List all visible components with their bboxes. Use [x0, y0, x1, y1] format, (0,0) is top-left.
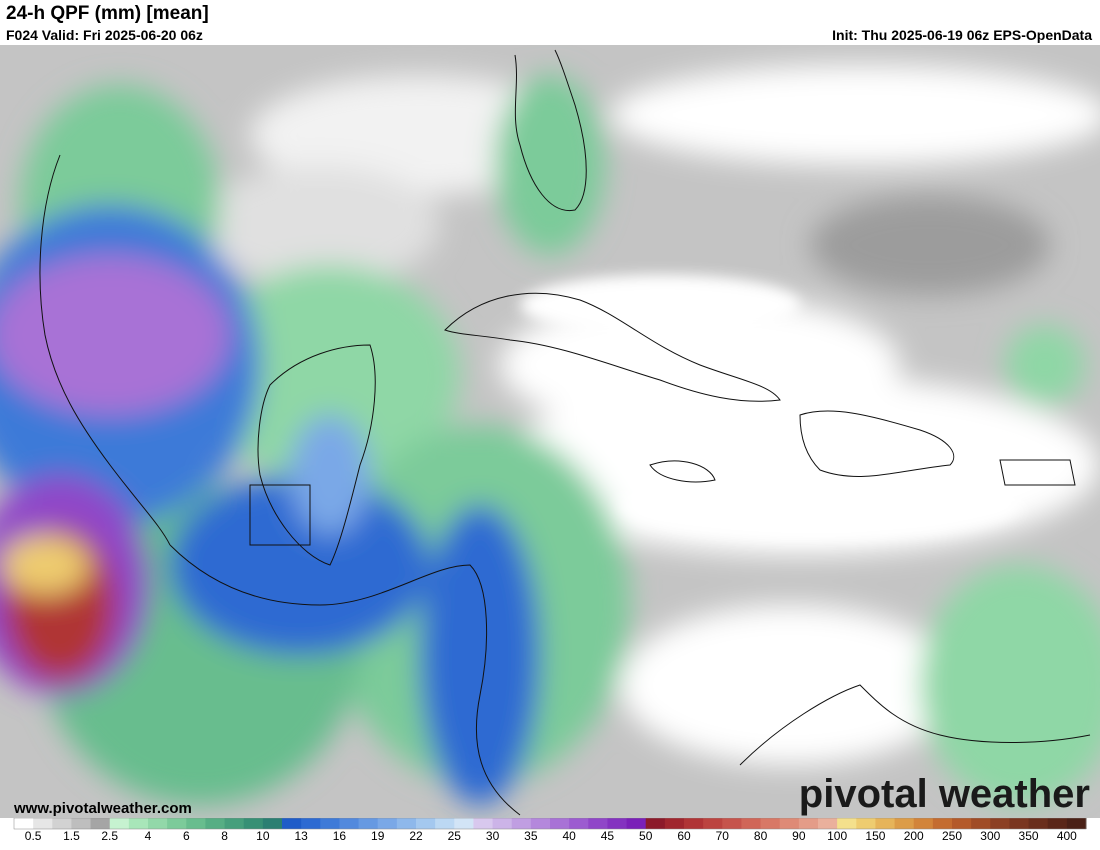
colorbar-swatch — [71, 818, 92, 829]
colorbar-swatch — [358, 818, 379, 829]
colorbar-label: 100 — [827, 829, 847, 843]
colorbar-swatch — [913, 818, 934, 829]
colorbar-label: 13 — [294, 829, 308, 843]
colorbar-label: 2.5 — [101, 829, 118, 843]
colorbar-swatch — [301, 818, 321, 829]
colorbar-label: 60 — [677, 829, 691, 843]
colorbar-swatch — [52, 818, 72, 829]
colorbar-label: 0.5 — [25, 829, 42, 843]
colorbar-label: 19 — [371, 829, 385, 843]
colorbar-swatch — [90, 818, 111, 829]
colorbar-swatch — [971, 818, 991, 829]
colorbar-swatch — [205, 818, 226, 829]
colorbar-swatch — [148, 818, 168, 829]
init-time: Init: Thu 2025-06-19 06z EPS-OpenData — [832, 27, 1092, 43]
colorbar-swatch — [875, 818, 896, 829]
colorbar-swatch — [664, 818, 685, 829]
colorbar-label: 10 — [256, 829, 270, 843]
colorbar-swatch — [416, 818, 436, 829]
colorbar-swatch — [243, 818, 264, 829]
colorbar-swatch — [454, 818, 474, 829]
colorbar-swatch — [741, 818, 762, 829]
colorbar-swatch — [320, 818, 340, 829]
colorbar-swatch — [473, 818, 494, 829]
colorbar-label: 70 — [716, 829, 730, 843]
colorbar-label: 35 — [524, 829, 538, 843]
colorbar-label: 250 — [942, 829, 962, 843]
colorbar-swatch — [109, 818, 130, 829]
colorbar-label: 350 — [1019, 829, 1039, 843]
colorbar-label: 22 — [409, 829, 423, 843]
colorbar-label: 4 — [145, 829, 152, 843]
colorbar-swatch — [932, 818, 953, 829]
colorbar: 0.5 1.5 2.5 4 6 8 10 13 16 19 22 25 30 35 40 45 50 60 70 80… — [13, 818, 1087, 843]
colorbar-swatch — [1009, 818, 1030, 829]
map-title: 24-h QPF (mm) [mean] — [6, 3, 209, 24]
colorbar-swatch — [128, 818, 149, 829]
colorbar-swatch — [818, 818, 838, 829]
colorbar-label: 16 — [333, 829, 347, 843]
colorbar-swatch — [435, 818, 455, 829]
colorbar-swatch — [1047, 818, 1068, 829]
colorbar-label: 25 — [448, 829, 462, 843]
colorbar-frame — [13, 818, 1087, 830]
colorbar-swatch — [1066, 818, 1087, 829]
colorbar-swatch — [779, 818, 800, 829]
colorbar-swatch — [282, 818, 302, 829]
colorbar-label: 6 — [183, 829, 190, 843]
colorbar-swatch — [530, 818, 551, 829]
site-url: www.pivotalweather.com — [13, 800, 192, 817]
colorbar-swatch — [607, 818, 628, 829]
colorbar-label: 30 — [486, 829, 500, 843]
colorbar-swatch — [339, 818, 360, 829]
colorbar-swatch — [511, 818, 532, 829]
colorbar-label: 1.5 — [63, 829, 80, 843]
colorbar-swatch — [990, 818, 1010, 829]
colorbar-label: 40 — [562, 829, 576, 843]
colorbar-label: 50 — [639, 829, 653, 843]
colorbar-swatch — [837, 818, 857, 829]
valid-time: F024 Valid: Fri 2025-06-20 06z — [6, 27, 203, 43]
colorbar-swatch — [1028, 818, 1049, 829]
colorbar-swatch — [396, 818, 417, 829]
colorbar-label: 80 — [754, 829, 768, 843]
colorbar-swatch — [167, 818, 187, 829]
colorbar-swatch — [224, 818, 245, 829]
colorbar-swatch — [703, 818, 723, 829]
colorbar-swatch — [588, 818, 608, 829]
colorbar-label: 400 — [1057, 829, 1077, 843]
colorbar-swatch — [645, 818, 666, 829]
colorbar-label: 300 — [980, 829, 1000, 843]
colorbar-swatch — [569, 818, 589, 829]
colorbar-label: 45 — [601, 829, 615, 843]
colorbar-swatch — [626, 818, 647, 829]
colorbar-swatch — [262, 818, 283, 829]
colorbar-swatch — [14, 818, 34, 829]
colorbar-label: 200 — [904, 829, 924, 843]
colorbar-swatch — [186, 818, 206, 829]
colorbar-label: 8 — [221, 829, 228, 843]
colorbar-label: 90 — [792, 829, 806, 843]
colorbar-swatch — [550, 818, 570, 829]
colorbar-swatch — [760, 818, 781, 829]
colorbar-swatch — [377, 818, 398, 829]
logo: pivotal weather — [799, 772, 1090, 816]
colorbar-swatch — [798, 818, 819, 829]
colorbar-swatch — [856, 818, 876, 829]
colorbar-swatch — [492, 818, 513, 829]
colorbar-swatch — [894, 818, 915, 829]
colorbar-label: 150 — [865, 829, 885, 843]
colorbar-swatch — [952, 818, 972, 829]
precip-map: www.pivotalweather.com pivotal weather — [0, 45, 1100, 818]
colorbar-swatch — [684, 818, 704, 829]
colorbar-swatch — [722, 818, 742, 829]
colorbar-swatch — [33, 818, 53, 829]
